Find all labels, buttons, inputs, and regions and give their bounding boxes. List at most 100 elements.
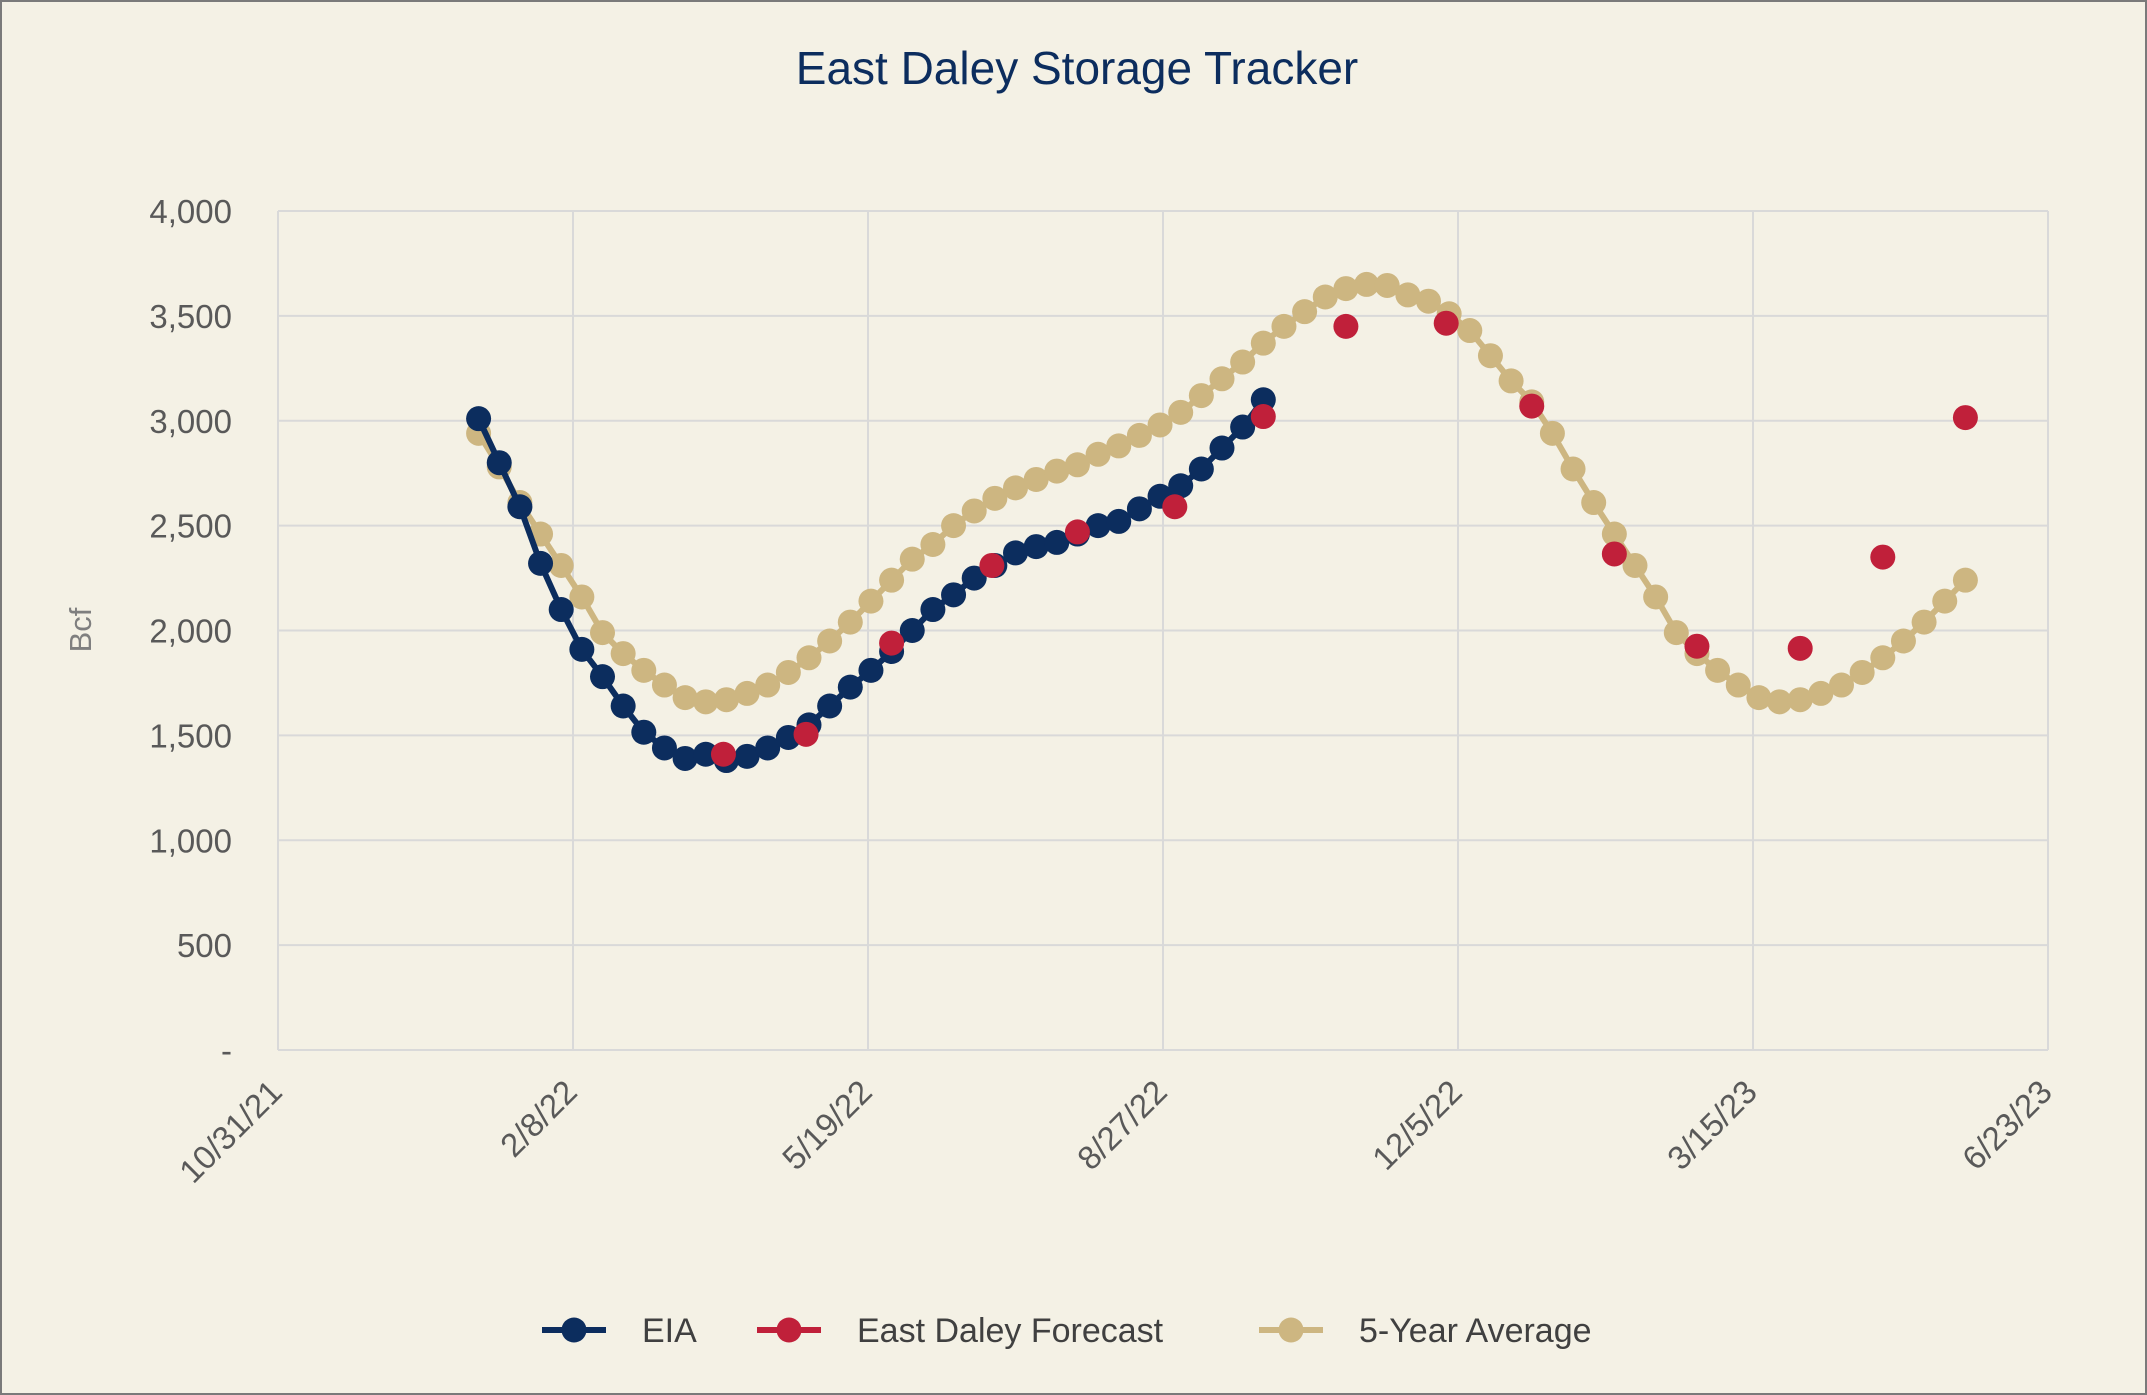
east-daley-forecast-point xyxy=(1519,393,1545,419)
5-year-average-point xyxy=(1725,672,1751,698)
eia-point xyxy=(693,741,719,767)
5-year-average-point xyxy=(982,485,1008,511)
5-year-average-point xyxy=(796,645,822,671)
5-year-average-point xyxy=(1890,628,1916,654)
east-daley-forecast-point xyxy=(1250,404,1276,430)
5-year-average-point xyxy=(858,588,884,614)
5-year-average-point xyxy=(1808,680,1834,706)
5-year-average-point xyxy=(1746,685,1772,711)
5-year-average-point xyxy=(1601,521,1627,547)
y-tick-label: 1,000 xyxy=(149,822,232,859)
y-tick-label: 4,000 xyxy=(149,193,232,230)
series-east-daley-forecast xyxy=(710,310,1978,767)
eia-point xyxy=(1085,513,1111,539)
5-year-average-point xyxy=(1622,552,1648,578)
5-year-average-point xyxy=(1911,609,1937,635)
5-year-average-point xyxy=(1312,284,1338,310)
eia-point xyxy=(1230,414,1256,440)
legend-label: 5-Year Average xyxy=(1359,1312,1592,1350)
x-tick-label: 3/15/23 xyxy=(1660,1073,1764,1177)
5-year-average-point xyxy=(672,685,698,711)
eia-point xyxy=(899,618,925,643)
y-axis: - 500 1,000 1,500 2,000 2,500 3,000 3,500 4,000 xyxy=(149,193,232,1069)
5-year-average-point xyxy=(548,552,574,578)
eia-point xyxy=(569,636,595,662)
5-year-average-point xyxy=(1498,368,1524,394)
5-year-average-point xyxy=(1188,383,1214,409)
x-tick-label: 12/5/22 xyxy=(1365,1073,1469,1177)
eia-point xyxy=(734,743,760,769)
5-year-average-point xyxy=(1663,620,1689,646)
series-5-year-average xyxy=(466,271,1978,715)
5-year-average-point xyxy=(1230,349,1256,375)
eia-point xyxy=(1168,473,1194,499)
east-daley-forecast-point xyxy=(793,721,819,747)
east-daley-forecast-point xyxy=(1952,405,1978,431)
5-year-average-point xyxy=(1395,282,1421,308)
5-year-average-point xyxy=(1705,657,1731,683)
y-axis-label: Bcf xyxy=(63,607,98,652)
east-daley-forecast-point xyxy=(979,552,1005,578)
5-year-average-point xyxy=(1374,272,1400,298)
eia-point xyxy=(1188,456,1214,482)
east-daley-forecast-point xyxy=(1601,541,1627,567)
5-year-average-point xyxy=(1023,466,1049,492)
eia-point xyxy=(1003,540,1028,566)
eia-point xyxy=(755,735,781,761)
eia-point xyxy=(672,745,698,771)
eia-point xyxy=(1044,529,1070,555)
5-year-average-point xyxy=(961,498,987,524)
east-daley-forecast-point xyxy=(1870,544,1896,570)
5-year-average-point xyxy=(1064,452,1090,478)
5-year-average-point xyxy=(1416,288,1441,314)
eia-line xyxy=(475,397,1266,764)
5-year-average-point xyxy=(920,532,946,558)
5-year-average-point xyxy=(713,687,739,713)
y-tick-label: 3,000 xyxy=(149,403,232,440)
eia-point xyxy=(486,450,512,476)
x-axis: 10/31/21 2/8/22 5/19/22 8/27/22 12/5/22 3/15/… xyxy=(172,1073,2059,1190)
5-year-average-point xyxy=(590,620,615,646)
5-year-average-point xyxy=(879,567,905,593)
eia-point xyxy=(920,597,946,623)
5-year-average-point xyxy=(1209,366,1235,392)
legend-item-east-daley-forecast: East Daley Forecast xyxy=(757,1312,1164,1350)
5-year-average-point xyxy=(1767,689,1793,715)
x-tick-label: 8/27/22 xyxy=(1070,1073,1174,1177)
5-year-average-point xyxy=(775,659,801,685)
legend-swatch-marker xyxy=(1278,1317,1304,1343)
eia-point xyxy=(651,735,677,761)
5-year-average-point xyxy=(693,689,719,715)
5-year-average-point xyxy=(1271,313,1297,339)
5-year-average-point xyxy=(1787,687,1813,713)
eia-point xyxy=(610,693,636,719)
east-daley-forecast-point xyxy=(1787,635,1813,661)
legend-swatch-marker xyxy=(561,1317,587,1343)
eia-point xyxy=(1126,496,1152,522)
y-tick-label: 3,500 xyxy=(149,298,232,335)
5-year-average-point xyxy=(734,680,760,706)
5-year-average-point xyxy=(941,513,967,539)
5-year-average-point xyxy=(1932,588,1958,614)
5-year-average-point xyxy=(1085,441,1111,467)
5-year-average-point xyxy=(1581,490,1607,516)
eia-point xyxy=(528,550,554,576)
5-year-average-point xyxy=(631,657,657,683)
eia-point xyxy=(1209,435,1235,461)
5-year-average-point xyxy=(610,641,636,667)
legend: EIA East Daley Forecast 5-Year Average xyxy=(542,1312,1592,1350)
5-year-average-point xyxy=(1849,659,1875,685)
series-eia xyxy=(466,387,1276,774)
y-tick-label: 1,500 xyxy=(149,717,232,754)
series-layer xyxy=(466,271,1978,774)
east-daley-forecast-point xyxy=(1064,519,1090,545)
east-daley-forecast-point xyxy=(1684,633,1710,659)
5-year-average-point xyxy=(1333,276,1359,302)
east-daley-forecast-point xyxy=(879,630,905,656)
5-year-average-point xyxy=(1643,584,1669,610)
east-daley-forecast-point xyxy=(1162,494,1188,520)
5-year-average-point xyxy=(1250,330,1276,356)
5-year-average-point xyxy=(1003,475,1028,501)
